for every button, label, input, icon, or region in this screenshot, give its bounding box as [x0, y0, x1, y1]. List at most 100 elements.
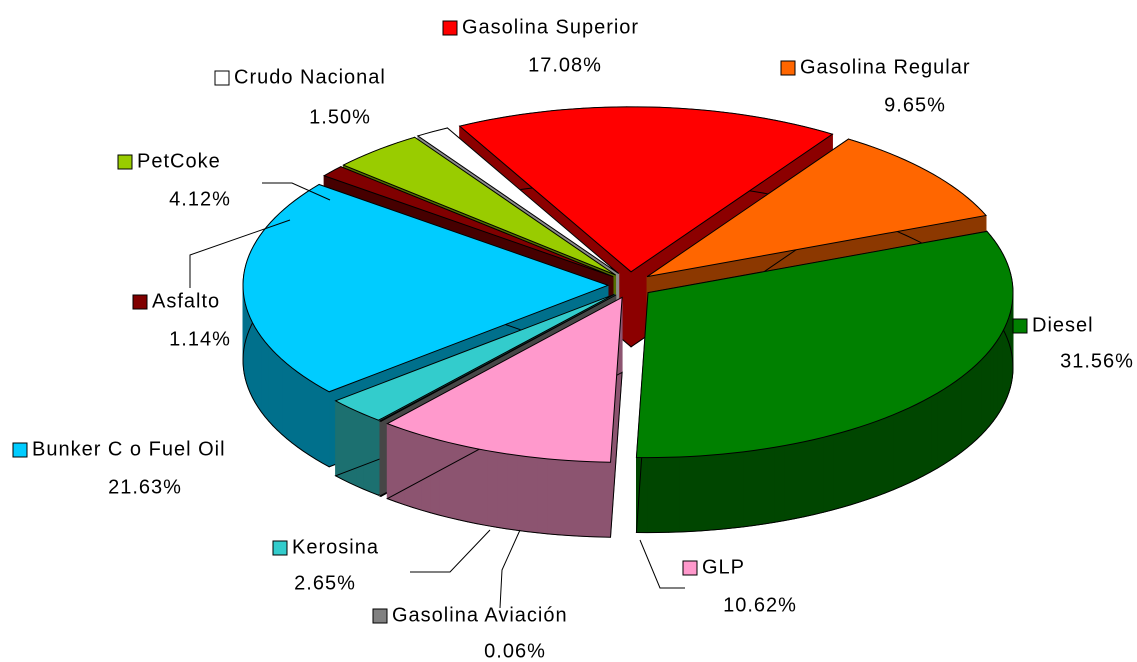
side-face — [281, 358, 288, 440]
pie-slice — [342, 136, 616, 276]
side-face — [884, 414, 894, 494]
value-label: 31.56% — [1060, 350, 1134, 372]
value-label: 17.08% — [528, 54, 602, 76]
side-face — [315, 383, 323, 464]
pie-slice — [646, 138, 987, 278]
legend-swatch — [272, 540, 288, 556]
side-face — [753, 448, 765, 526]
side-face — [981, 354, 987, 436]
side-face — [496, 451, 508, 530]
pie-slice — [242, 183, 610, 393]
side-face — [803, 439, 815, 518]
side-face — [976, 358, 982, 441]
value-label: 21.63% — [108, 476, 182, 498]
legend-swatch — [442, 20, 458, 36]
legend-swatch — [132, 294, 148, 310]
side-face — [841, 429, 852, 508]
slice-label: Gasolina Aviación — [392, 604, 568, 626]
side-face — [286, 362, 293, 444]
slice-label: Asfalto — [152, 290, 220, 312]
side-face — [893, 410, 902, 491]
side-face — [516, 454, 528, 533]
side-face — [916, 400, 925, 481]
side-face — [309, 379, 317, 460]
side-face — [859, 423, 869, 503]
side-face — [646, 457, 659, 533]
side-face — [476, 448, 488, 527]
side-face — [588, 461, 601, 538]
side-face — [257, 330, 262, 414]
side-face — [961, 371, 968, 453]
side-face — [868, 420, 878, 500]
side-face — [297, 371, 304, 452]
side-face — [679, 456, 691, 533]
side-face — [486, 450, 498, 528]
side-face — [264, 340, 269, 423]
value-label: 2.65% — [294, 572, 356, 594]
slice-label: Bunker C o Fuel Oil — [32, 438, 226, 460]
side-face — [668, 456, 680, 533]
side-face — [985, 349, 991, 432]
side-face — [900, 407, 910, 487]
side-face — [999, 330, 1003, 414]
leader-line — [189, 219, 291, 288]
side-face — [272, 349, 278, 431]
value-label: 9.65% — [884, 94, 946, 116]
value-label: 10.62% — [723, 594, 797, 616]
side-face — [949, 380, 957, 462]
slice-label: PetCoke — [137, 150, 221, 172]
legend-swatch — [214, 70, 230, 86]
side-face — [291, 367, 298, 448]
value-label: 1.14% — [169, 328, 231, 350]
side-face — [557, 459, 569, 536]
side-face — [732, 451, 744, 529]
side-face — [989, 344, 994, 427]
side-face — [822, 434, 834, 513]
side-face — [268, 344, 274, 427]
pie-slice — [416, 127, 620, 275]
side-face — [276, 353, 283, 436]
side-face — [936, 388, 945, 469]
side-face — [996, 335, 1001, 418]
slice-label: Crudo Nacional — [234, 66, 386, 88]
pie-slice — [458, 106, 834, 273]
side-face — [773, 445, 785, 523]
side-outline — [334, 368, 615, 496]
side-face — [943, 384, 951, 465]
side-face — [783, 443, 795, 522]
pie-slice — [378, 294, 617, 422]
slice-label: Kerosina — [292, 536, 379, 558]
side-face — [547, 458, 559, 536]
pie-slice — [322, 166, 614, 278]
side-face — [689, 455, 702, 532]
value-label: 0.06% — [484, 640, 546, 662]
side-face — [742, 450, 755, 528]
side-face — [793, 441, 805, 520]
side-face — [971, 363, 978, 445]
pie-slice — [635, 230, 1014, 459]
side-face — [466, 446, 478, 525]
side-face — [700, 454, 713, 532]
side-face — [966, 367, 973, 449]
side-face — [992, 340, 998, 423]
side-face — [850, 426, 861, 506]
side-face — [908, 403, 917, 484]
side-face — [254, 326, 259, 409]
legend-swatch — [372, 608, 388, 624]
side-face — [599, 461, 611, 538]
side-face — [721, 452, 734, 530]
legend-swatch — [117, 154, 133, 170]
leader-line — [499, 529, 521, 609]
slice-label: Diesel — [1032, 314, 1094, 336]
side-face — [578, 460, 590, 538]
slice-label: Gasolina Regular — [800, 56, 971, 78]
side-face — [567, 460, 580, 537]
leader-line — [639, 539, 685, 589]
legend-swatch — [1012, 318, 1028, 334]
side-face — [813, 436, 824, 516]
leader-lines — [189, 182, 685, 609]
pie-slice — [334, 293, 615, 421]
slice-label: Gasolina Superior — [462, 16, 639, 38]
side-face — [506, 453, 518, 531]
side-face — [302, 375, 310, 456]
